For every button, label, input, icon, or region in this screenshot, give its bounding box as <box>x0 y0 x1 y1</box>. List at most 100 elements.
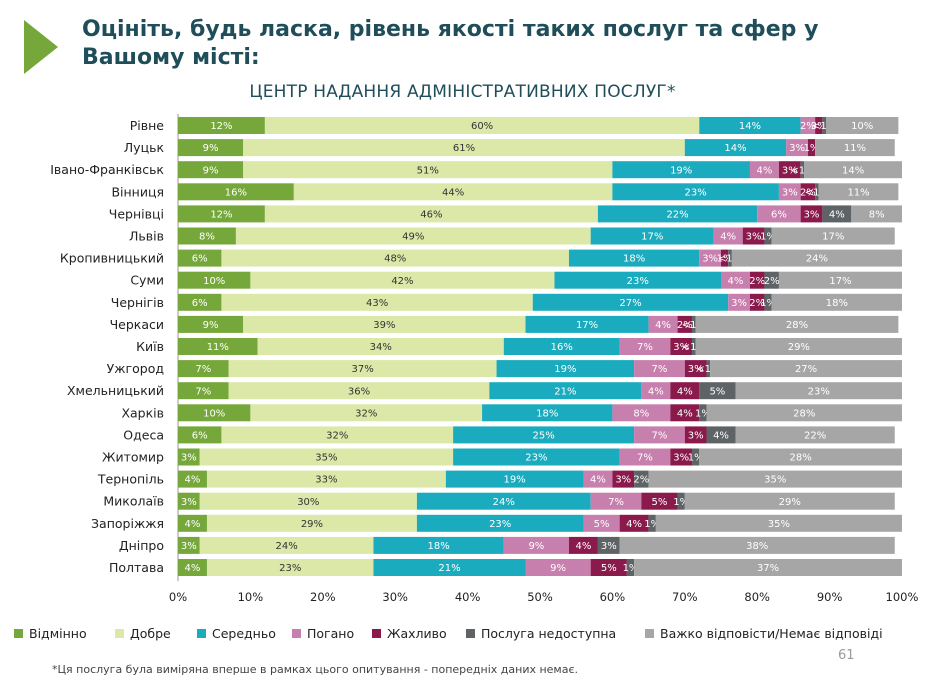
bar-segment <box>641 382 671 400</box>
data-label: 43% <box>366 298 388 309</box>
category-label: Рівне <box>130 118 165 133</box>
data-label: 4% <box>677 386 693 397</box>
x-tick-label: 60% <box>600 590 626 604</box>
category-label: Житомир <box>102 450 164 465</box>
legend-item: Відмінно <box>14 626 87 641</box>
data-label: 2% <box>749 276 765 287</box>
data-label: 25% <box>533 431 555 442</box>
data-label: 18% <box>623 254 645 265</box>
data-label: 44% <box>442 187 464 198</box>
bar-segment <box>771 227 895 245</box>
legend-item: Послуга недоступна <box>466 626 616 641</box>
data-label: 6% <box>192 254 208 265</box>
category-label: Тернопіль <box>97 472 164 487</box>
data-label: <1% <box>696 364 720 375</box>
stacked-bar-chart: Рівне 12% 60% 14% 2%3%<1% 10%Луцьк 9% 61% 14% 3%1… <box>50 114 919 604</box>
data-label: 7% <box>637 342 653 353</box>
bar-segment <box>818 183 899 201</box>
data-label: 1% <box>717 254 733 265</box>
bar-segment <box>670 404 700 422</box>
x-tick-label: 90% <box>817 590 843 604</box>
bar-segment <box>178 514 207 532</box>
bar-segment <box>373 536 504 554</box>
bar-segment <box>619 536 895 554</box>
data-label: 7% <box>195 364 211 375</box>
data-label: 19% <box>554 364 576 375</box>
data-label: 23% <box>525 453 547 464</box>
bar-segment <box>416 492 591 510</box>
bar-segment <box>634 559 902 576</box>
data-label: 10% <box>851 121 873 132</box>
data-label: 1% <box>688 453 704 464</box>
bar-segment <box>721 249 729 267</box>
bar-segment <box>699 404 707 422</box>
bar-segment <box>612 404 671 422</box>
data-label: 2% <box>764 276 780 287</box>
bar-segment <box>771 293 902 311</box>
bar-segment <box>525 559 591 576</box>
data-label: <1% <box>812 121 836 132</box>
bar-segment <box>721 271 750 289</box>
data-label: 3% <box>673 342 689 353</box>
x-tick-label: 30% <box>382 590 408 604</box>
legend-label: Важко відповісти/Немає відповіді <box>660 626 883 641</box>
data-label: 4% <box>713 431 729 442</box>
data-label: 3% <box>673 453 689 464</box>
bar-segment <box>235 227 591 245</box>
bar-segment <box>710 360 902 378</box>
bar-segment <box>699 117 801 134</box>
category-label: Суми <box>130 273 164 288</box>
data-label: 18% <box>536 408 558 419</box>
data-label: 9% <box>550 563 566 574</box>
x-tick-label: 20% <box>310 590 336 604</box>
bar-segment <box>695 315 899 333</box>
bar-segment <box>851 205 902 223</box>
bar-segment <box>735 426 895 444</box>
data-label: 22% <box>804 431 826 442</box>
data-label: 1% <box>760 232 776 243</box>
bar-segment <box>815 183 819 201</box>
data-label: 16% <box>225 187 247 198</box>
bar-segment <box>634 426 685 444</box>
bar-segment <box>206 470 446 488</box>
bar-segment <box>749 271 765 289</box>
data-label: 4% <box>677 408 693 419</box>
data-label: 8% <box>199 232 215 243</box>
category-label: Харків <box>121 405 164 420</box>
data-label: 51% <box>417 165 439 176</box>
bar-segment <box>699 382 736 400</box>
bar-segment <box>695 338 902 355</box>
data-label: 3% <box>688 431 704 442</box>
bar-segment <box>178 492 200 510</box>
x-tick-label: 10% <box>238 590 264 604</box>
data-label: 28% <box>786 320 808 331</box>
data-label: 1% <box>644 519 660 530</box>
bar-segment <box>178 382 229 400</box>
bar-segment <box>699 448 902 466</box>
bar-segment <box>800 205 823 223</box>
bar-segment <box>206 559 374 576</box>
legend-label: Послуга недоступна <box>481 626 617 641</box>
data-label: 37% <box>757 563 779 574</box>
bar-segment <box>684 139 787 157</box>
bar-segment <box>728 293 750 311</box>
bar-segment <box>178 117 265 134</box>
category-label: Ужгород <box>107 361 164 376</box>
data-label: 49% <box>402 232 424 243</box>
data-label: 1% <box>623 563 639 574</box>
bar-segment <box>250 271 555 289</box>
data-label: 4% <box>185 563 201 574</box>
bar-segment <box>648 315 678 333</box>
bar-segment <box>416 514 584 532</box>
bar-segment <box>221 293 533 311</box>
bar-segment <box>243 315 526 333</box>
bar-segment <box>597 536 620 554</box>
bar-segment <box>178 536 200 554</box>
bar-segment <box>619 514 649 532</box>
bar-segment <box>178 271 251 289</box>
bar-segment <box>825 117 899 134</box>
bar-segment <box>503 536 569 554</box>
bar-segment <box>568 536 598 554</box>
bar-segment <box>293 183 613 201</box>
